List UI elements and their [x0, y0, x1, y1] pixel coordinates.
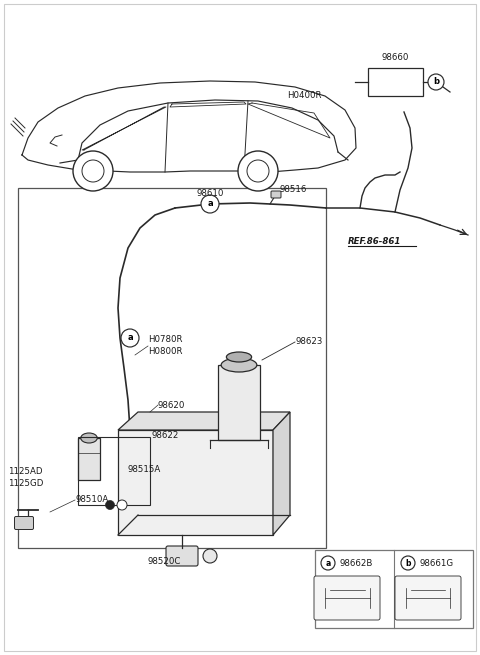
- Bar: [118, 430, 273, 535]
- Text: a: a: [325, 559, 331, 567]
- Text: 98660: 98660: [381, 53, 408, 62]
- Bar: [78, 438, 100, 480]
- Circle shape: [106, 500, 115, 510]
- Text: REF.86-861: REF.86-861: [348, 238, 401, 246]
- Text: 98661G: 98661G: [420, 559, 454, 567]
- Circle shape: [82, 160, 104, 182]
- Circle shape: [247, 160, 269, 182]
- Circle shape: [428, 74, 444, 90]
- Bar: [315, 550, 473, 628]
- FancyBboxPatch shape: [395, 576, 461, 620]
- Text: b: b: [433, 77, 439, 86]
- Ellipse shape: [81, 433, 97, 443]
- FancyBboxPatch shape: [314, 576, 380, 620]
- Polygon shape: [118, 412, 290, 430]
- Ellipse shape: [221, 358, 257, 372]
- Bar: [368, 68, 423, 96]
- Text: 98662B: 98662B: [340, 559, 373, 567]
- Text: 98622: 98622: [152, 430, 180, 440]
- Circle shape: [73, 151, 113, 191]
- Circle shape: [321, 556, 335, 570]
- Circle shape: [238, 151, 278, 191]
- Bar: [78, 437, 150, 505]
- Text: 98623: 98623: [295, 337, 323, 346]
- FancyBboxPatch shape: [14, 517, 34, 529]
- FancyBboxPatch shape: [271, 191, 281, 198]
- Text: H0400R: H0400R: [288, 92, 322, 100]
- Text: 98515A: 98515A: [128, 466, 161, 474]
- Circle shape: [117, 500, 127, 510]
- Text: 1125GD: 1125GD: [8, 479, 43, 489]
- Circle shape: [121, 329, 139, 347]
- Text: a: a: [207, 200, 213, 208]
- Text: 98510A: 98510A: [75, 495, 108, 504]
- Bar: [18, 188, 326, 548]
- Circle shape: [201, 195, 219, 213]
- Polygon shape: [273, 412, 290, 535]
- Text: b: b: [405, 559, 411, 567]
- Text: a: a: [127, 333, 133, 343]
- Text: 98520C: 98520C: [148, 557, 181, 567]
- FancyBboxPatch shape: [166, 546, 198, 566]
- Text: H0800R: H0800R: [148, 348, 182, 356]
- Text: 98610: 98610: [196, 189, 224, 198]
- Text: H0780R: H0780R: [148, 335, 182, 345]
- Bar: [218, 365, 260, 440]
- Ellipse shape: [227, 352, 252, 362]
- Circle shape: [401, 556, 415, 570]
- Text: 98516: 98516: [280, 185, 307, 194]
- Text: 98620: 98620: [158, 400, 185, 409]
- Text: 1125AD: 1125AD: [8, 468, 43, 476]
- Circle shape: [203, 549, 217, 563]
